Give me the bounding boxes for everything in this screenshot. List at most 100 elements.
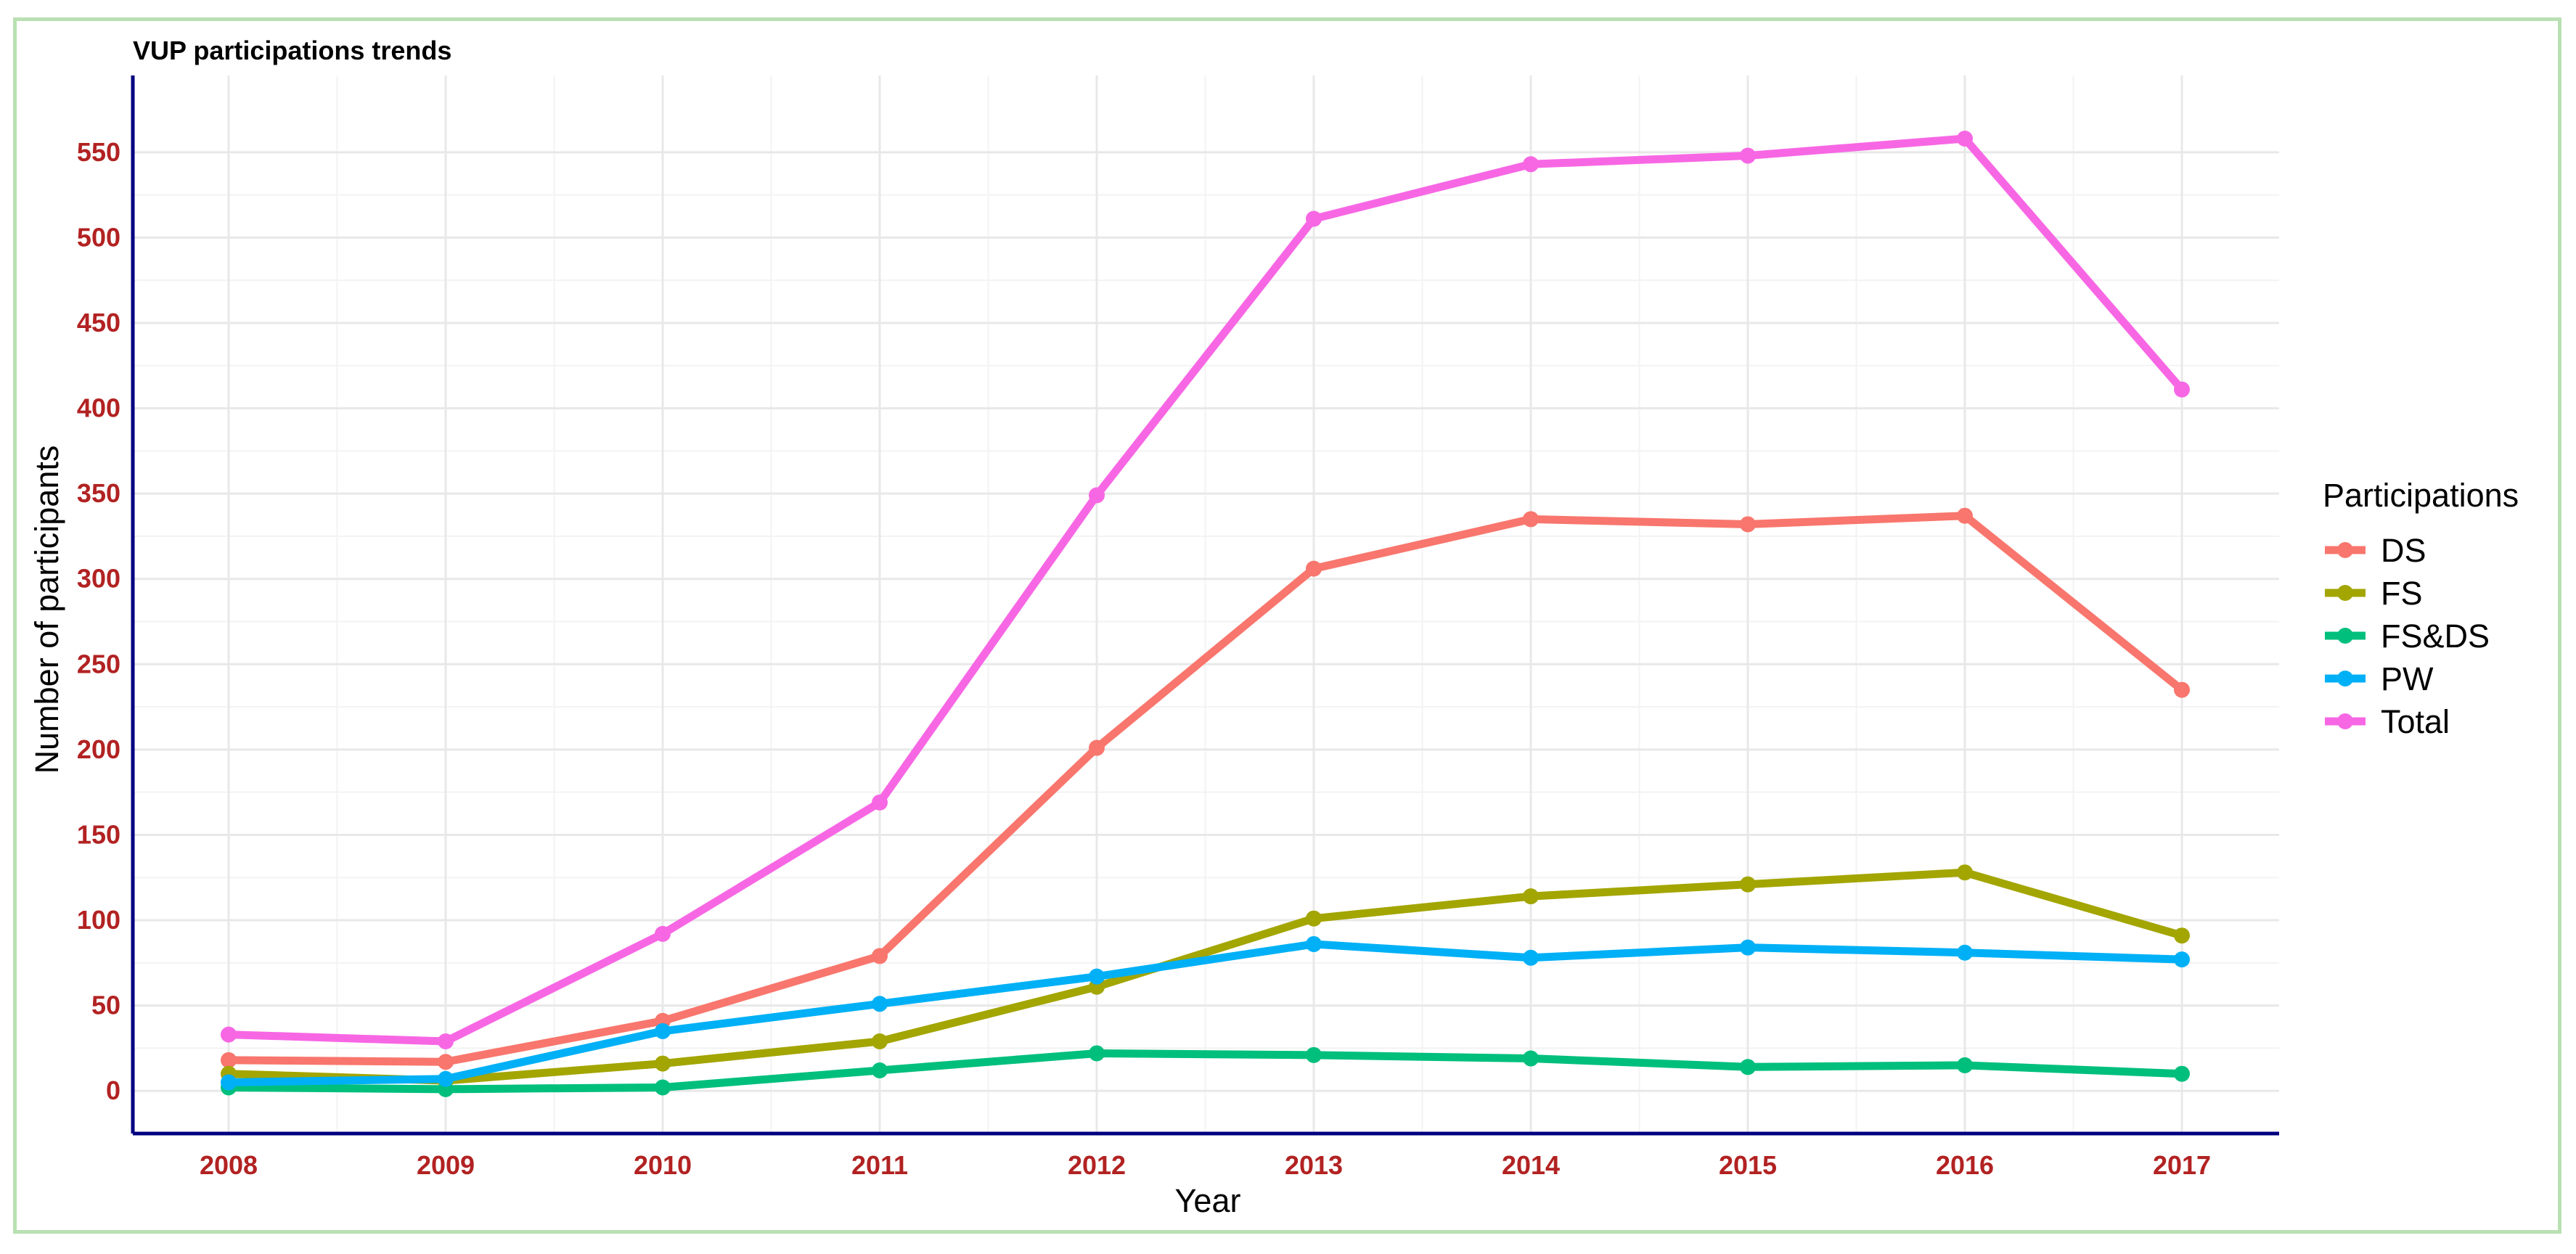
data-point [872,1062,888,1078]
data-point [872,1033,888,1050]
data-point [1957,131,1973,147]
data-point [1089,968,1105,985]
series-fs-ds [221,1045,2190,1097]
series-pw [221,935,2190,1091]
series-line [224,134,2186,1046]
y-tick-label: 500 [77,222,120,252]
series-line [224,868,2186,1085]
legend-item: PW [2325,660,2434,697]
legend-key-point [2337,628,2353,644]
data-point [1957,864,1973,881]
series-line [224,940,2186,1086]
x-tick-label: 2016 [1936,1150,1994,1180]
series-total [221,131,2190,1050]
series-line [224,1049,2186,1094]
axes [131,75,2279,1136]
x-tick-label: 2009 [417,1150,475,1180]
data-point [1523,1050,1539,1067]
data-point [2174,381,2190,398]
y-tick-label: 450 [77,308,120,337]
data-point [2174,951,2190,968]
legend-label: FS&DS [2381,618,2490,655]
data-point [1306,935,1322,952]
legend-item: FS [2325,575,2423,612]
data-point [221,1026,237,1043]
data-point [438,1054,454,1070]
legend-key-point [2337,713,2353,729]
y-tick-label: 100 [77,905,120,935]
data-point [1523,888,1539,905]
data-point [1957,1057,1973,1073]
data-point [1957,944,1973,961]
series-line [224,512,2186,1066]
x-tick-label: 2015 [1719,1150,1777,1180]
x-tick-label: 2008 [200,1150,258,1180]
data-point [1740,876,1756,893]
data-point [1740,516,1756,533]
series-lines [221,131,2190,1097]
legend-label: PW [2381,660,2434,697]
chart-title: VUP participations trends [133,36,451,65]
grid [133,75,2279,1134]
x-tick-label: 2012 [1068,1150,1126,1180]
legend-item: DS [2325,532,2426,569]
x-tick-label: 2013 [1285,1150,1343,1180]
series-ds [221,507,2190,1070]
data-point [1089,487,1105,504]
y-tick-label: 0 [106,1075,120,1105]
y-tick-label: 50 [91,991,120,1020]
data-point [655,1079,671,1096]
data-point [438,1033,454,1050]
legend-key-point [2337,671,2353,687]
legend-key-point [2337,542,2353,558]
data-point [1523,949,1539,966]
y-axis-title: Number of participants [28,446,65,774]
y-tick-label: 550 [77,137,120,167]
data-point [1306,560,1322,577]
data-point [1089,1045,1105,1062]
data-point [2174,927,2190,944]
legend-title: Participations [2323,477,2519,514]
data-point [1089,739,1105,756]
legend: Participations DS FS FS&DS PW Total [2323,477,2519,740]
x-axis-title: Year [1175,1182,1241,1219]
data-point [2174,681,2190,698]
y-tick-label: 150 [77,819,120,849]
data-point [872,794,888,811]
data-point [2174,1065,2190,1082]
x-tick-label: 2014 [1502,1150,1560,1180]
y-tick-label: 250 [77,649,120,679]
data-point [1306,210,1322,227]
data-point [1740,147,1756,164]
data-point [872,948,888,964]
x-tick-label: 2011 [851,1150,908,1180]
y-tick-label: 400 [77,393,120,423]
x-tick-label: 2017 [2153,1150,2211,1180]
legend-label: FS [2381,575,2423,612]
chart-frame [13,17,2561,1234]
data-point [872,996,888,1012]
y-tick-label: 300 [77,564,120,594]
legend-key-point [2337,585,2353,601]
x-tick-label: 2010 [634,1150,692,1180]
legend-label: Total [2381,703,2450,740]
data-point [1523,511,1539,528]
data-point [1740,1059,1756,1075]
y-tick-label: 200 [77,734,120,764]
data-point [1957,507,1973,524]
data-point [655,925,671,942]
data-point [1306,910,1322,927]
legend-label: DS [2381,532,2426,569]
y-tick-labels: 0 50 100 150 200 250 300 350 400 450 500 550 [77,137,120,1105]
x-tick-labels: 2008 2009 2010 2011 2012 2013 2014 2015 2016 2017 [200,1150,2211,1180]
data-point [655,1023,671,1039]
data-point [1740,939,1756,956]
data-point [1306,1046,1322,1063]
legend-item: Total [2325,703,2450,740]
data-point [221,1052,237,1068]
y-tick-label: 350 [77,478,120,508]
data-point [221,1074,237,1091]
data-point [1523,156,1539,173]
data-point [438,1070,454,1087]
